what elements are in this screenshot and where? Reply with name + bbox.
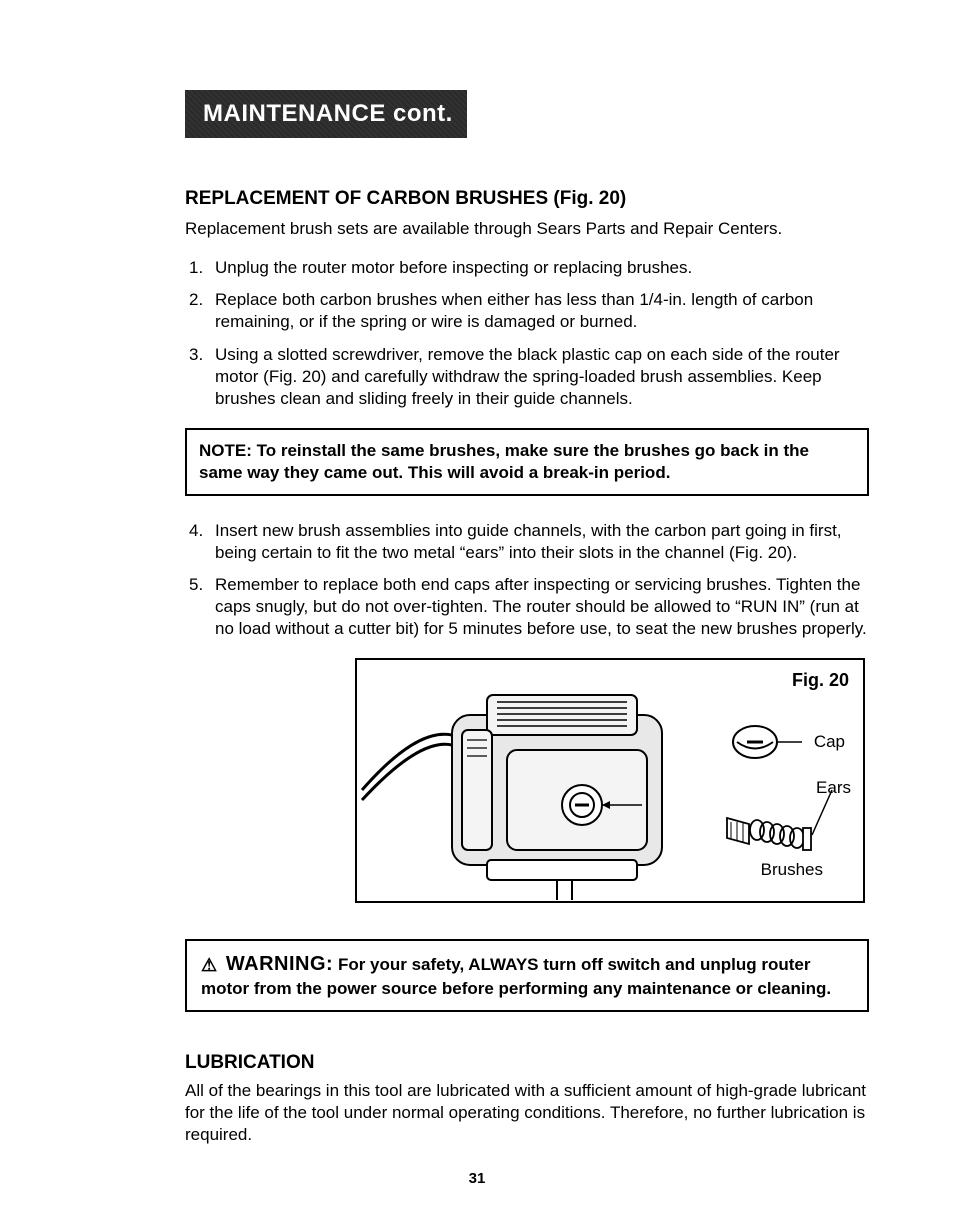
manual-page: MAINTENANCE cont. REPLACEMENT OF CARBON …: [0, 0, 954, 1215]
figure-20: Fig. 20: [355, 658, 865, 903]
callout-cap: Cap: [814, 732, 845, 752]
step-number: 1.: [189, 257, 203, 279]
step-item: 1. Unplug the router motor before inspec…: [185, 257, 869, 279]
step-item: 4. Insert new brush assemblies into guid…: [185, 520, 869, 564]
step-number: 2.: [189, 289, 203, 311]
warning-word: WARNING:: [226, 953, 333, 975]
warning-box: ⚠ WARNING: For your safety, ALWAYS turn …: [185, 939, 869, 1011]
step-text: Unplug the router motor before inspectin…: [215, 258, 692, 277]
callout-brushes: Brushes: [761, 860, 823, 880]
step-item: 3. Using a slotted screwdriver, remove t…: [185, 344, 869, 410]
step-text: Replace both carbon brushes when either …: [215, 290, 813, 331]
step-number: 3.: [189, 344, 203, 366]
step-number: 5.: [189, 574, 203, 596]
callout-ears: Ears: [816, 778, 851, 798]
steps-list-a: 1. Unplug the router motor before inspec…: [185, 257, 869, 410]
step-text: Remember to replace both end caps after …: [215, 575, 867, 638]
replacement-title: REPLACEMENT OF CARBON BRUSHES (Fig. 20): [185, 188, 869, 210]
page-number: 31: [0, 1170, 954, 1187]
lubrication-title: LUBRICATION: [185, 1052, 869, 1074]
step-item: 5. Remember to replace both end caps aft…: [185, 574, 869, 640]
lubrication-body: All of the bearings in this tool are lub…: [185, 1080, 869, 1146]
section-header-badge: MAINTENANCE cont.: [185, 90, 467, 138]
step-item: 2. Replace both carbon brushes when eith…: [185, 289, 869, 333]
warning-icon: ⚠: [201, 955, 217, 975]
step-number: 4.: [189, 520, 203, 542]
replacement-intro: Replacement brush sets are available thr…: [185, 218, 869, 239]
note-box: NOTE: To reinstall the same brushes, mak…: [185, 428, 869, 496]
step-text: Insert new brush assemblies into guide c…: [215, 521, 842, 562]
step-text: Using a slotted screwdriver, remove the …: [215, 345, 840, 408]
steps-list-b: 4. Insert new brush assemblies into guid…: [185, 520, 869, 640]
